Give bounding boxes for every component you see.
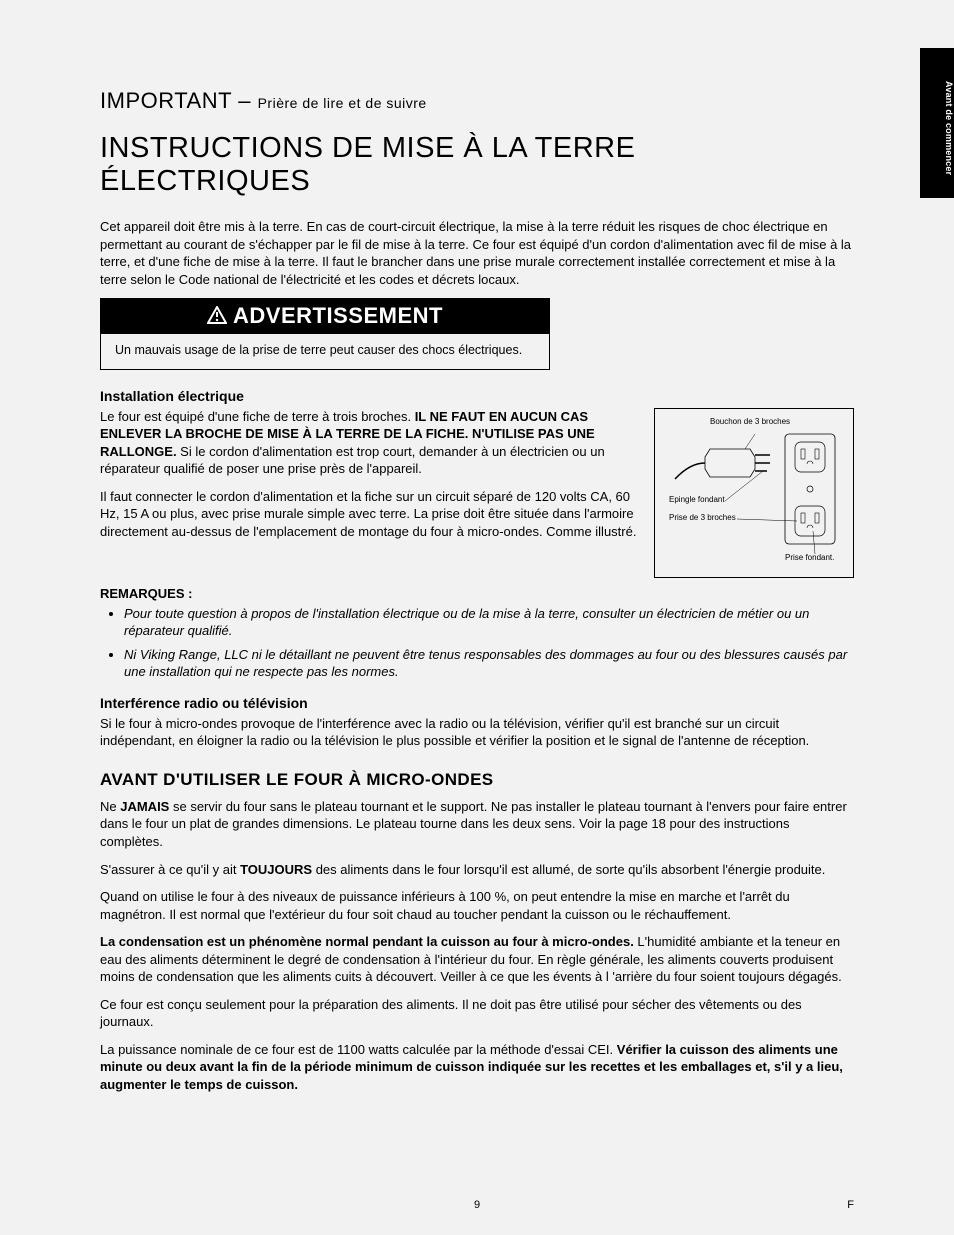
install-p2: Il faut connecter le cordon d'alimentati… (100, 488, 638, 541)
before-p1: Ne JAMAIS se servir du four sans le plat… (100, 798, 854, 851)
side-tab: Avant de commencer (920, 48, 954, 198)
page-lang: F (847, 1199, 854, 1211)
plug-diagram: Bouchon de 3 broches Epingle fondant Pri… (654, 408, 854, 578)
warning-box: ADVERTISSEMENT Un mauvais usage de la pr… (100, 298, 550, 369)
remarques-heading: REMARQUES : (100, 586, 854, 601)
before-p2-b: des aliments dans le four lorsqu'il est … (312, 862, 825, 877)
before-p1-b: se servir du four sans le plateau tourna… (100, 799, 847, 849)
before-p2-bold: TOUJOURS (240, 862, 312, 877)
important-line: IMPORTANT – Prière de lire et de suivre (100, 88, 854, 114)
notes-list: Pour toute question à propos de l'instal… (100, 605, 854, 681)
warning-body: Un mauvais usage de la prise de terre pe… (101, 334, 549, 368)
interference-body: Si le four à micro-ondes provoque de l'i… (100, 715, 854, 750)
install-p1-b: Si le cordon d'alimentation est trop cou… (100, 444, 605, 477)
diagram-label-outlet: Prise de 3 broches (669, 513, 736, 522)
intro-paragraph: Cet appareil doit être mis à la terre. E… (100, 218, 854, 288)
before-p2: S'assurer à ce qu'il y ait TOUJOURS des … (100, 861, 854, 879)
install-heading: Installation électrique (100, 388, 854, 404)
before-p6: La puissance nominale de ce four est de … (100, 1041, 854, 1094)
document-page: Avant de commencer IMPORTANT – Prière de… (0, 0, 954, 1235)
list-item: Pour toute question à propos de l'instal… (124, 605, 854, 640)
important-big: IMPORTANT – (100, 88, 258, 113)
before-p4: La condensation est un phénomène normal … (100, 933, 854, 986)
warning-header-text: ADVERTISSEMENT (233, 303, 443, 328)
install-two-col: Le four est équipé d'une fiche de terre … (100, 408, 854, 578)
before-p1-a: Ne (100, 799, 120, 814)
page-footer: 9 F (0, 1199, 954, 1211)
diagram-label-pin: Epingle fondant (669, 495, 725, 504)
install-p1-a: Le four est équipé d'une fiche de terre … (100, 409, 415, 424)
install-left-col: Le four est équipé d'une fiche de terre … (100, 408, 638, 551)
warning-header: ADVERTISSEMENT (101, 299, 549, 334)
before-heading: AVANT D'UTILISER LE FOUR À MICRO-ONDES (100, 770, 854, 790)
diagram-label-top: Bouchon de 3 broches (710, 417, 790, 426)
install-p1: Le four est équipé d'une fiche de terre … (100, 408, 638, 478)
important-small: Prière de lire et de suivre (258, 95, 427, 111)
before-p4-bold: La condensation est un phénomène normal … (100, 934, 634, 949)
before-p5: Ce four est conçu seulement pour la prép… (100, 996, 854, 1031)
list-item: Ni Viking Range, LLC ni le détaillant ne… (124, 646, 854, 681)
warning-triangle-icon (207, 304, 227, 330)
interference-heading: Interférence radio ou télévision (100, 695, 854, 711)
page-title: INSTRUCTIONS DE MISE À LA TERRE ÉLECTRIQ… (100, 132, 854, 198)
before-p1-bold: JAMAIS (120, 799, 169, 814)
before-p2-a: S'assurer à ce qu'il y ait (100, 862, 240, 877)
before-p3: Quand on utilise le four à des niveaux d… (100, 888, 854, 923)
diagram-label-ground: Prise fondant. (785, 553, 834, 562)
before-p6-a: La puissance nominale de ce four est de … (100, 1042, 617, 1057)
page-number: 9 (0, 1199, 954, 1211)
